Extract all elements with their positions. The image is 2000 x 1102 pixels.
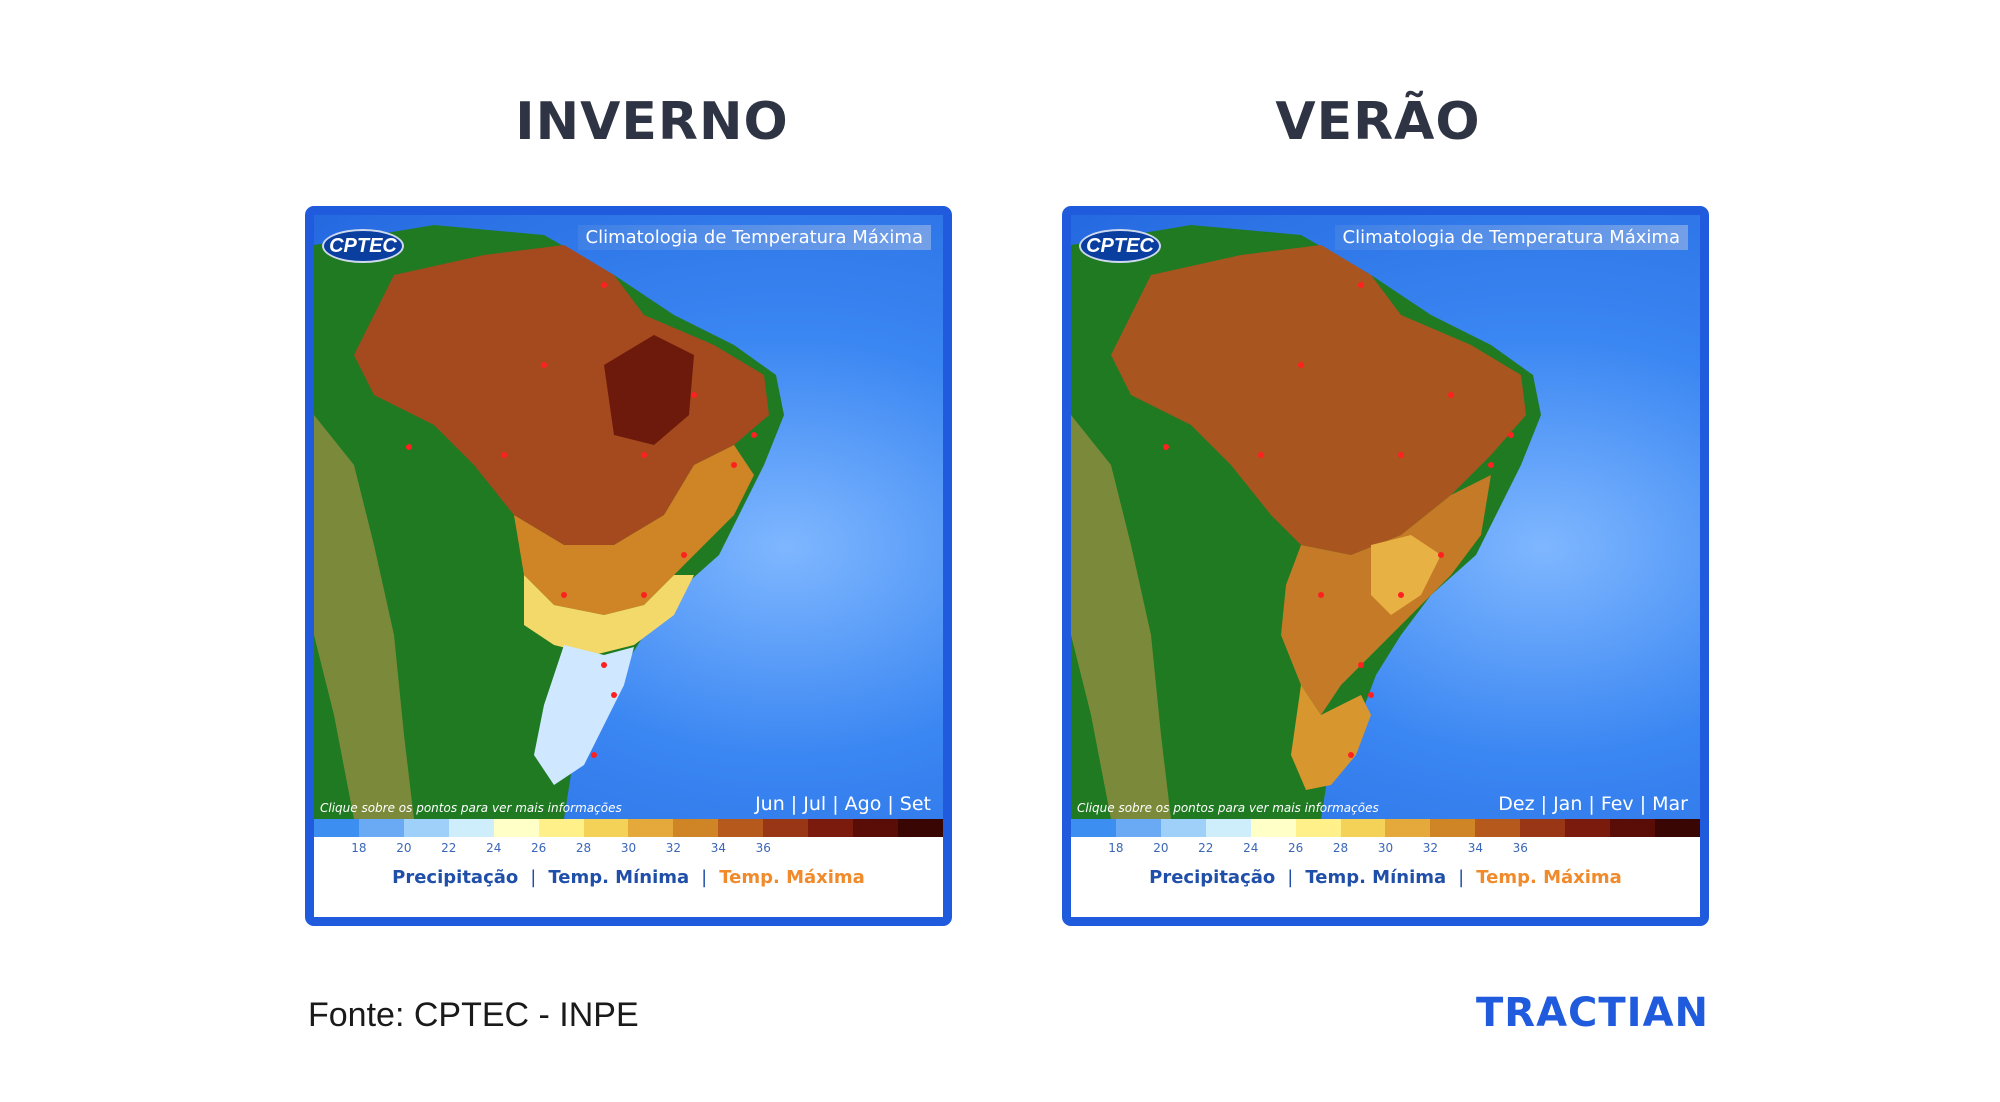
color-legend <box>314 819 943 837</box>
brazil-map-inverno <box>314 225 784 819</box>
legend-swatch <box>583 819 629 837</box>
brazil-south-warm <box>1291 685 1371 790</box>
brazil-hot-zone <box>354 245 769 545</box>
legend-tick-label: 36 <box>755 841 771 855</box>
legend-tick-label: 22 <box>1198 841 1214 855</box>
legend-tick-label: 18 <box>1108 841 1124 855</box>
andes-region <box>1071 415 1171 819</box>
legend-swatch <box>1115 819 1161 837</box>
legend-swatch <box>1475 819 1521 837</box>
legend-swatch <box>403 819 449 837</box>
legend-swatch <box>314 819 359 837</box>
map-title: Climatologia de Temperatura Máxima <box>1334 225 1688 250</box>
nav-separator: | <box>701 867 708 888</box>
map-nav: Precipitação | Temp. Mínima | Temp. Máxima <box>1071 867 1700 888</box>
legend-swatch <box>808 819 854 837</box>
source-credit: Fonte: CPTEC - INPE <box>308 996 639 1034</box>
andes-region <box>314 415 414 819</box>
legend-swatch <box>538 819 584 837</box>
legend-swatch <box>1654 819 1700 837</box>
legend-swatch <box>853 819 898 837</box>
click-note: Clique sobre os pontos para ver mais inf… <box>320 801 622 815</box>
color-legend <box>1071 819 1700 837</box>
legend-swatch <box>718 819 764 837</box>
link-temp-minima[interactable]: Temp. Mínima <box>1305 867 1447 888</box>
legend-tick-label: 18 <box>351 841 367 855</box>
legend-swatch <box>673 819 719 837</box>
brazil-hot-zone <box>1111 245 1526 555</box>
legend-ticks: 18 20 22 24 26 28 30 32 34 36 <box>314 841 943 857</box>
title-inverno: INVERNO <box>515 92 789 152</box>
legend-tick-label: 28 <box>575 841 592 855</box>
legend-swatch <box>1071 819 1116 837</box>
legend-swatch <box>358 819 404 837</box>
legend-swatch <box>1520 819 1566 837</box>
map-panel-verao: CPTEC Climatologia de Temperatura Máxima… <box>1062 206 1709 926</box>
legend-tick-label: 32 <box>665 841 682 855</box>
click-note: Clique sobre os pontos para ver mais inf… <box>1077 801 1379 815</box>
map-title: Climatologia de Temperatura Máxima <box>577 225 931 250</box>
legend-tick-label: 20 <box>1153 841 1169 855</box>
legend-swatch <box>1160 819 1206 837</box>
cptec-logo: CPTEC <box>322 229 404 263</box>
map-nav: Precipitação | Temp. Mínima | Temp. Máxima <box>314 867 943 888</box>
city-dots[interactable] <box>1163 282 1514 758</box>
legend-tick-label: 30 <box>1377 841 1394 855</box>
legend-ticks: 18 20 22 24 26 28 30 32 34 36 <box>1071 841 1700 857</box>
months-label[interactable]: Dez | Jan | Fev | Mar <box>1498 793 1688 815</box>
months-label[interactable]: Jun | Jul | Ago | Set <box>755 793 931 815</box>
legend-tick-label: 22 <box>441 841 457 855</box>
link-temp-maxima[interactable]: Temp. Máxima <box>1476 867 1622 888</box>
legend-tick-label: 32 <box>1422 841 1439 855</box>
nav-separator: | <box>530 867 537 888</box>
legend-tick-label: 24 <box>486 841 502 855</box>
nav-separator: | <box>1458 867 1465 888</box>
legend-tick-label: 34 <box>1467 841 1483 855</box>
legend-tick-label: 28 <box>1332 841 1349 855</box>
legend-swatch <box>1205 819 1251 837</box>
nav-separator: | <box>1287 867 1294 888</box>
legend-tick-label: 24 <box>1243 841 1259 855</box>
legend-swatch <box>493 819 539 837</box>
legend-swatch <box>448 819 494 837</box>
brazil-hottest-core <box>604 335 694 445</box>
legend-tick-label: 20 <box>396 841 412 855</box>
legend-tick-label: 34 <box>710 841 726 855</box>
title-verao: VERÃO <box>1275 92 1481 152</box>
tractian-logo: TRACTIAN <box>1476 990 1709 1036</box>
legend-swatch <box>1610 819 1655 837</box>
legend-swatch <box>1565 819 1611 837</box>
brazil-map-verao <box>1071 225 1541 819</box>
link-temp-maxima[interactable]: Temp. Máxima <box>719 867 865 888</box>
legend-swatch <box>1430 819 1476 837</box>
link-temp-minima[interactable]: Temp. Mínima <box>548 867 690 888</box>
legend-swatch <box>897 819 943 837</box>
brazil-warm-zone <box>514 445 754 615</box>
cptec-logo: CPTEC <box>1079 229 1161 263</box>
link-precipitacao[interactable]: Precipitação <box>1149 867 1276 888</box>
legend-tick-label: 36 <box>1512 841 1528 855</box>
brazil-cool-south <box>534 645 634 785</box>
legend-tick-label: 26 <box>1288 841 1304 855</box>
temperature-map-inverno[interactable]: CPTEC Climatologia de Temperatura Máxima… <box>314 215 943 819</box>
legend-swatch <box>1340 819 1386 837</box>
legend-swatch <box>1385 819 1431 837</box>
legend-swatch <box>763 819 809 837</box>
legend-swatch <box>1295 819 1341 837</box>
city-dots[interactable] <box>406 282 757 758</box>
legend-tick-label: 26 <box>531 841 547 855</box>
brazil-mild-zone <box>524 575 694 655</box>
brazil-mild-zone <box>1371 535 1441 615</box>
legend-tick-label: 30 <box>620 841 637 855</box>
map-panel-inverno: CPTEC Climatologia de Temperatura Máxima… <box>305 206 952 926</box>
legend-swatch <box>1250 819 1296 837</box>
legend-swatch <box>628 819 674 837</box>
link-precipitacao[interactable]: Precipitação <box>392 867 519 888</box>
temperature-map-verao[interactable]: CPTEC Climatologia de Temperatura Máxima… <box>1071 215 1700 819</box>
